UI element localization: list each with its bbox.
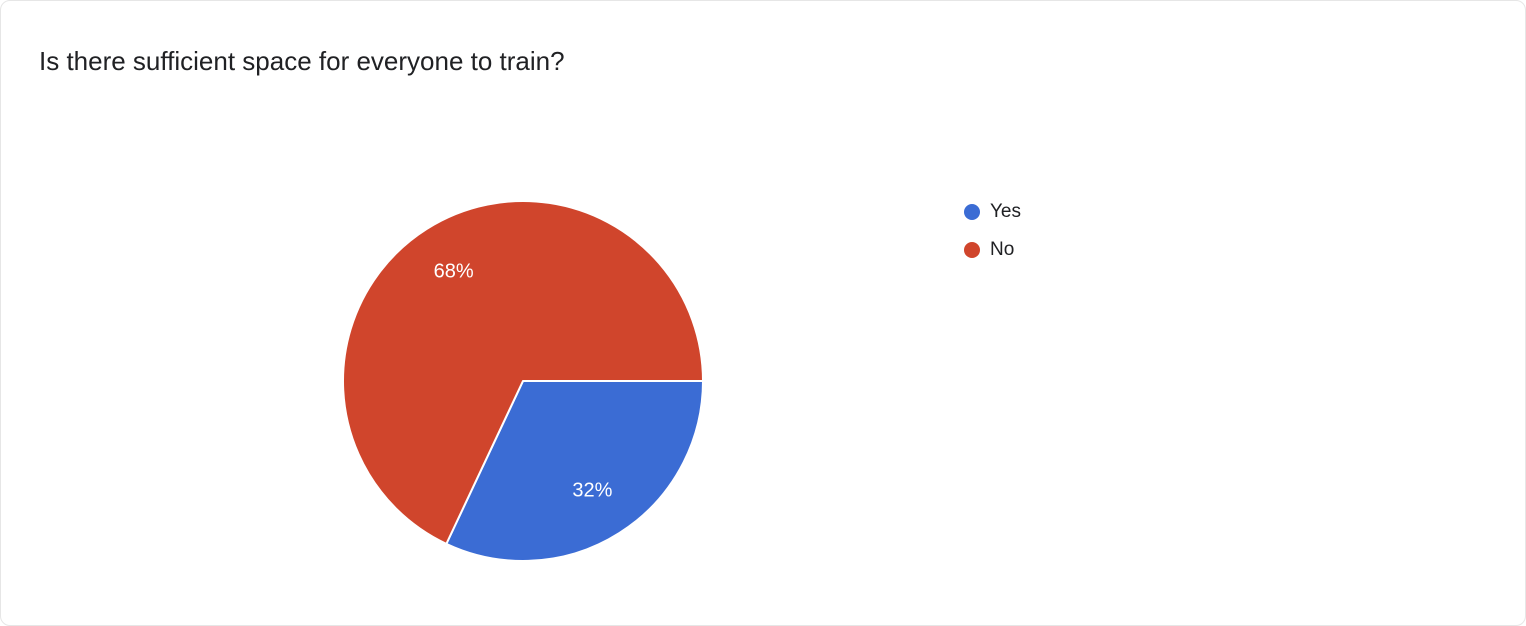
pie-slice-label-yes: 32% [572,479,612,501]
chart-title: Is there sufficient space for everyone t… [39,46,565,76]
pie-chart: 32% 68% [342,200,704,562]
pie-slice-no[interactable] [342,200,704,545]
legend-swatch-no [964,242,980,258]
pie-chart-area: 32% 68% [341,199,705,563]
chart-legend: Yes No [964,199,1021,263]
legend-item-no: No [964,237,1021,263]
pie-slice-label-no: 68% [434,261,474,283]
legend-label-yes: Yes [990,201,1021,222]
legend-item-yes: Yes [964,199,1021,225]
pie-slice-yes[interactable] [445,380,704,562]
legend-label-no: No [990,239,1015,260]
legend-swatch-yes [964,204,980,220]
